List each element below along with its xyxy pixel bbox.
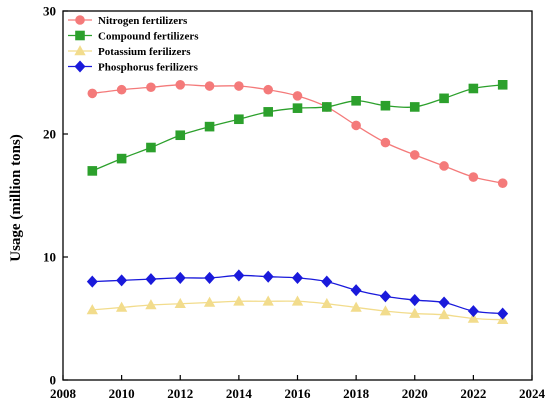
data-point (174, 271, 186, 284)
data-point (379, 290, 391, 303)
x-tick-label: 2016 (285, 386, 312, 401)
data-point (438, 296, 450, 309)
data-point (468, 172, 479, 182)
legend-item: Phosphorus ferilizers (68, 60, 199, 74)
data-point (263, 84, 273, 95)
data-point (409, 150, 420, 160)
data-point (175, 80, 186, 90)
data-point (350, 301, 362, 312)
data-point (234, 114, 244, 125)
data-point (438, 308, 450, 320)
data-point (233, 295, 245, 306)
data-point (262, 295, 274, 306)
x-tick-label: 2014 (226, 386, 253, 401)
data-point (321, 297, 333, 309)
data-point (116, 84, 127, 95)
data-point (204, 81, 215, 91)
data-point (87, 166, 98, 176)
data-point (467, 305, 479, 318)
x-tick-label: 2010 (109, 386, 135, 401)
data-point (203, 296, 216, 307)
data-point (351, 95, 361, 106)
data-point (145, 299, 157, 310)
data-point (439, 161, 449, 171)
data-point (409, 102, 420, 112)
series-potassium-ferilizers (86, 295, 509, 325)
data-point (174, 297, 186, 309)
data-point (380, 100, 391, 111)
data-point (175, 130, 186, 141)
legend: Nitrogen fertilizers Compound fertilizers… (68, 15, 199, 74)
legend-item: Potassium ferilizers (68, 45, 191, 58)
data-point (497, 178, 508, 188)
data-point (116, 153, 127, 164)
data-point (379, 305, 392, 316)
y-tick-label: 10 (43, 250, 56, 265)
data-point (351, 120, 361, 131)
y-axis-title: Usage (million tons) (8, 134, 24, 262)
data-point (204, 121, 215, 132)
data-point (204, 271, 216, 284)
data-point (233, 269, 245, 282)
data-point (322, 102, 332, 112)
data-point (497, 80, 508, 90)
data-point (86, 304, 98, 315)
data-point (87, 88, 98, 99)
data-point (468, 83, 479, 94)
x-tick-label: 2018 (343, 386, 370, 401)
y-tick-label: 0 (50, 373, 57, 388)
data-point (262, 270, 274, 283)
data-point (263, 107, 273, 117)
data-point (86, 275, 98, 288)
legend-item: Compound fertilizers (68, 31, 199, 43)
data-point (350, 284, 362, 297)
series-compound-fertilizers (87, 80, 508, 176)
data-point (409, 307, 421, 318)
axes: 0 10 20 30 2008 2010 2012 2014 2016 2018 2020 2022 2… (43, 4, 546, 402)
data-point (116, 274, 128, 287)
x-tick-label: 2012 (167, 386, 193, 401)
legend-label: Compound fertilizers (98, 31, 199, 43)
data-point (321, 275, 333, 288)
x-tick-label: 2008 (50, 386, 77, 401)
x-tick-label: 2024 (519, 386, 546, 401)
data-point (145, 273, 157, 286)
y-tick-label: 30 (43, 4, 56, 19)
y-tick-label: 20 (43, 127, 56, 142)
data-point (467, 312, 480, 323)
data-point (146, 82, 156, 93)
legend-item: Nitrogen fertilizers (68, 15, 188, 27)
legend-marker (75, 15, 85, 25)
legend-label: Potassium ferilizers (98, 46, 191, 58)
series-phosphorus-ferilizers (86, 269, 509, 320)
data-point (291, 295, 304, 306)
data-point (439, 93, 449, 104)
data-point (497, 307, 509, 320)
data-point (146, 142, 156, 153)
legend-label: Nitrogen fertilizers (98, 15, 188, 27)
legend-marker (74, 45, 86, 56)
data-point (409, 294, 421, 307)
data-point (292, 103, 303, 113)
data-point (380, 137, 391, 148)
x-tick-label: 2022 (460, 386, 486, 401)
legend-label: Phosphorus ferilizers (98, 62, 199, 74)
data-point (292, 91, 303, 101)
legend-marker (75, 30, 85, 41)
legend-marker (74, 60, 86, 73)
data-point (292, 271, 303, 284)
series-group (86, 80, 509, 325)
x-tick-label: 2020 (402, 386, 428, 401)
data-point (115, 301, 128, 312)
data-point (234, 81, 244, 91)
